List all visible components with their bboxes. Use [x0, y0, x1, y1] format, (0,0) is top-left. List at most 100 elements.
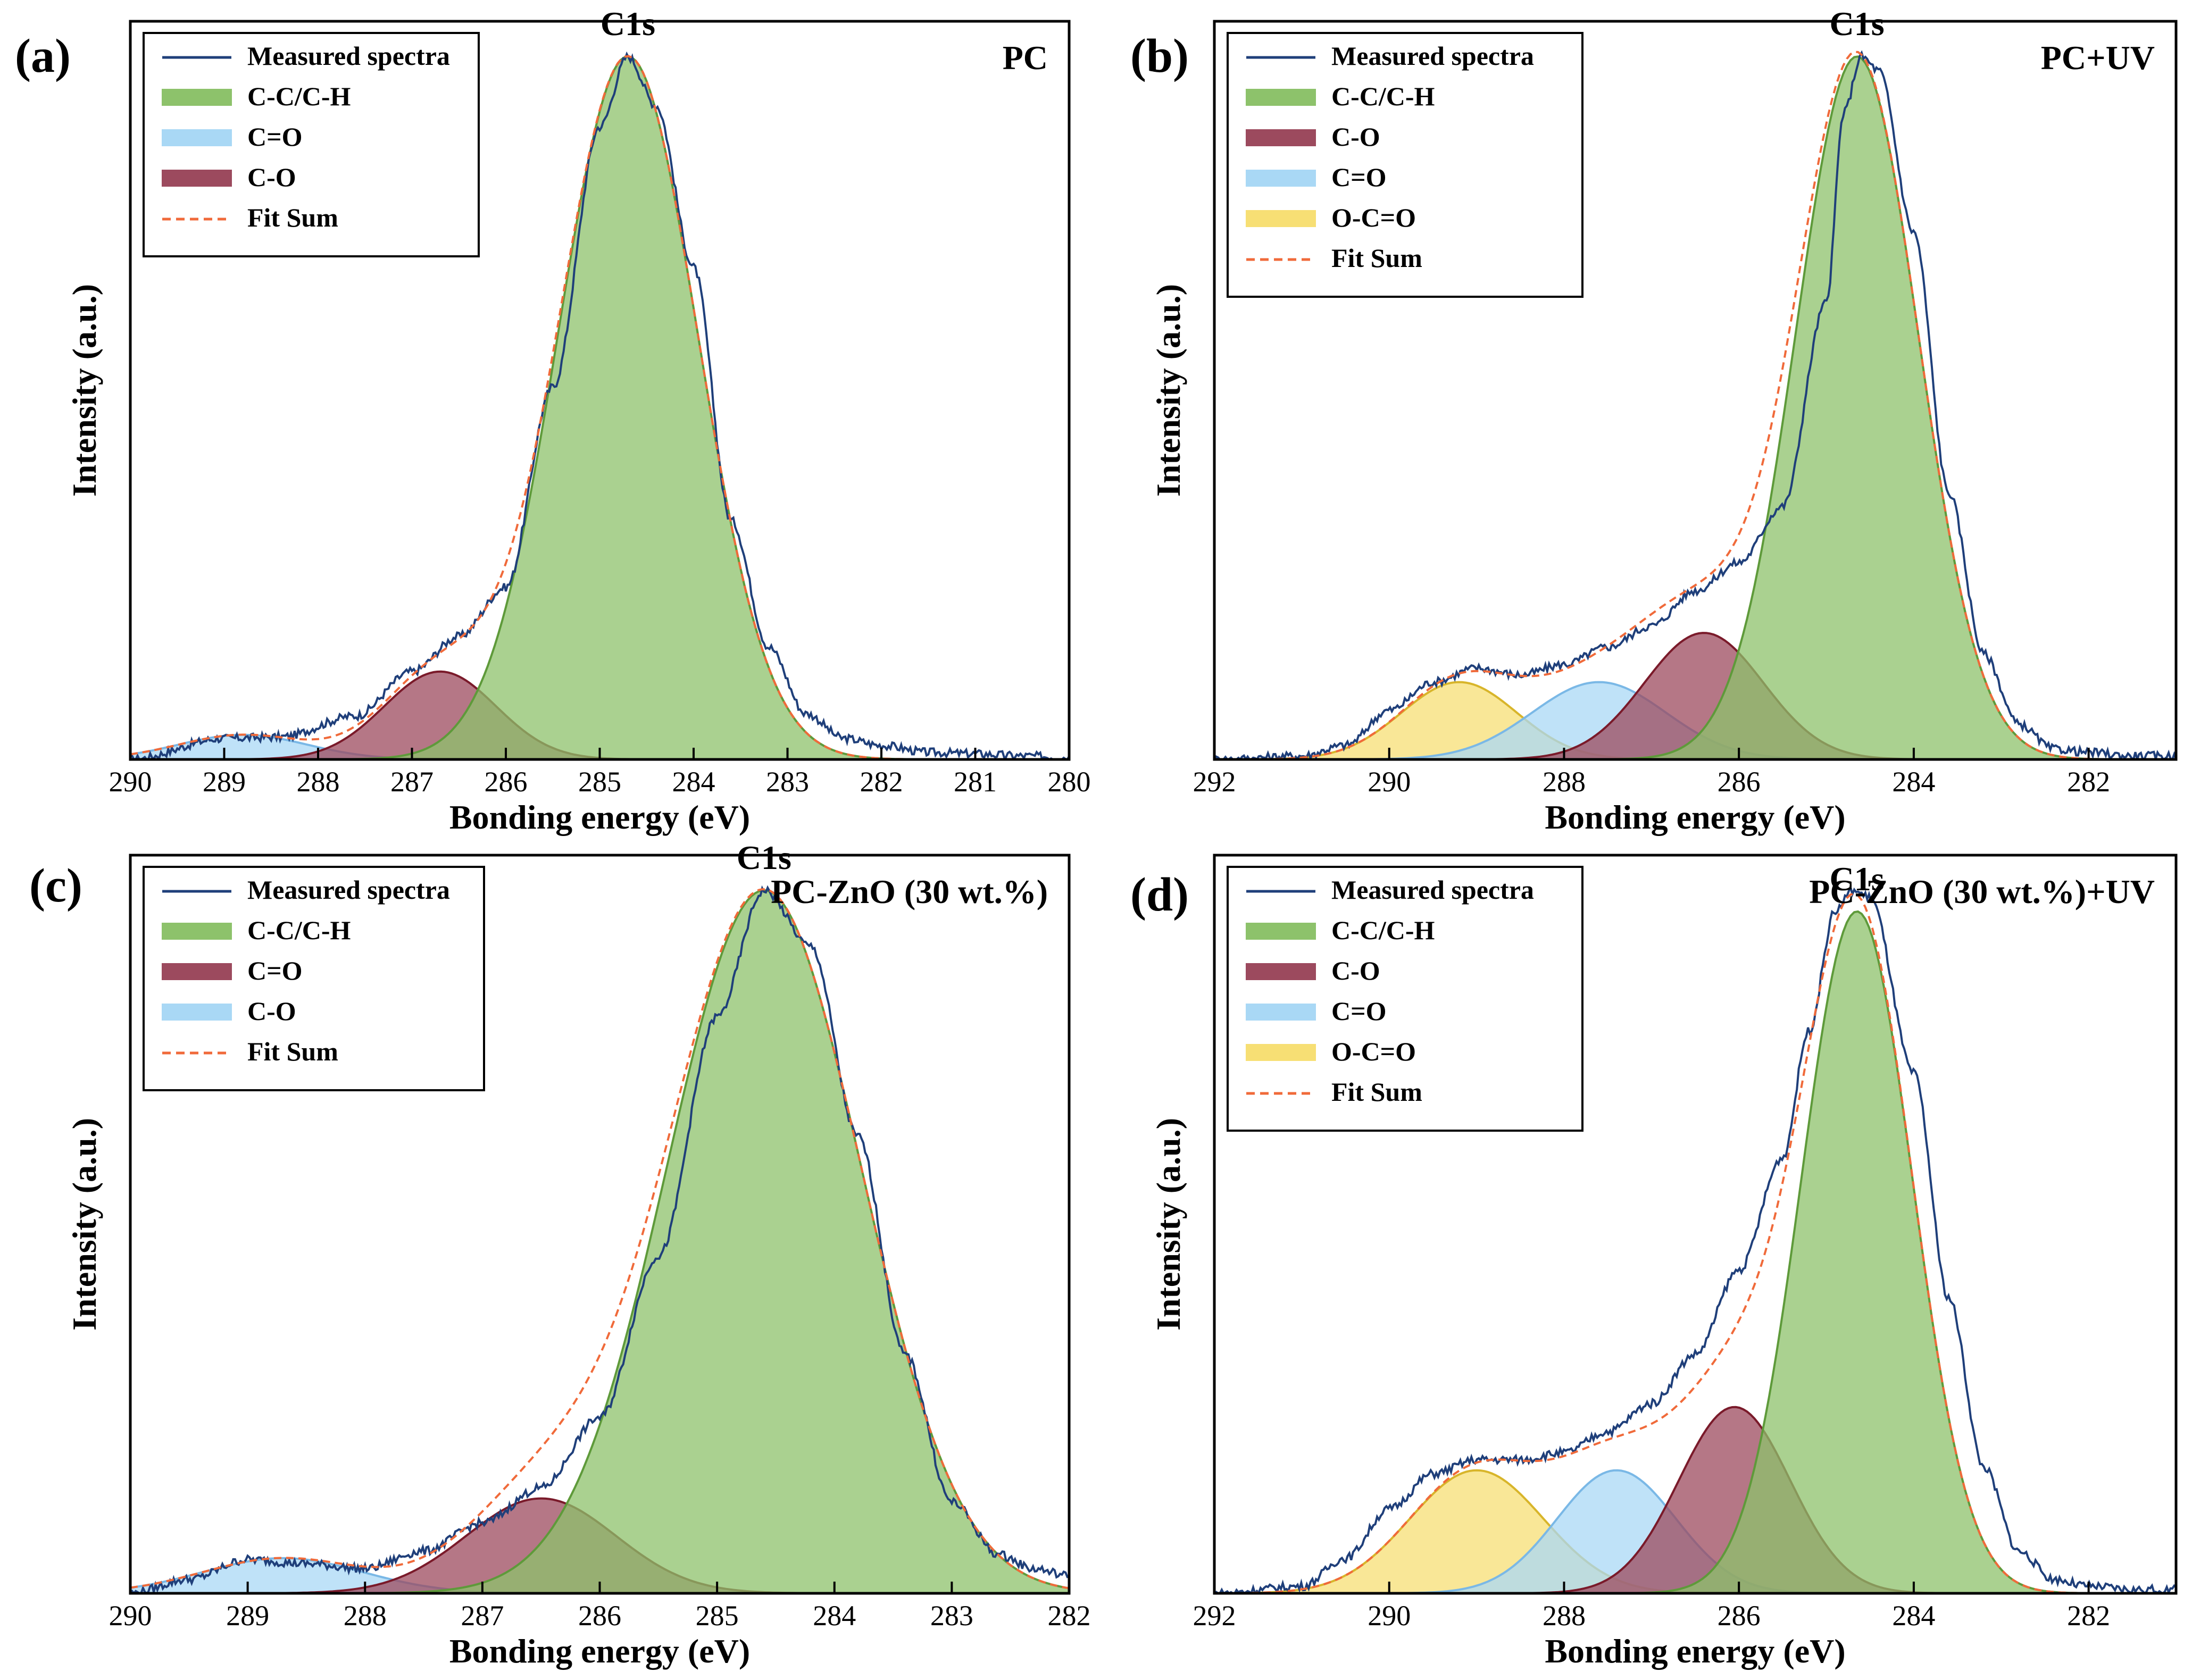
legend-box [1227, 866, 1583, 1132]
x-tick-label: 284 [1892, 1600, 1935, 1632]
x-tick-label: 288 [1543, 1600, 1586, 1632]
legend-label: C=O [247, 122, 303, 152]
legend: Measured spectra C-C/C-H C=O C-O Fit Sum [143, 866, 485, 1091]
legend-label: O-C=O [1331, 203, 1416, 232]
x-tick-label: 283 [766, 766, 809, 798]
plot-frame [1213, 20, 2178, 761]
legend-label: Measured spectra [247, 875, 450, 905]
x-tick-label: 282 [1048, 1600, 1091, 1632]
legend-label: Measured spectra [1331, 875, 1534, 905]
x-tick-label: 292 [1193, 766, 1236, 798]
x-axis-label: Bonding energy (eV) [1545, 1632, 1845, 1670]
x-tick-label: 289 [226, 1600, 269, 1632]
peak-label: C1s [601, 5, 655, 43]
peak-c-o [1214, 1406, 2176, 1593]
legend-label: C-O [247, 162, 296, 192]
legend: Measured spectra C-C/C-H C=O C-O Fit Sum [143, 32, 480, 257]
legend-label: C-C/C-H [1331, 915, 1435, 945]
x-tick-label: 282 [2067, 766, 2110, 798]
legend-swatch-c-o [162, 170, 232, 187]
x-tick-label: 283 [930, 1600, 973, 1632]
legend-swatch-c-c-c-h [1246, 923, 1316, 940]
legend-swatch-c-c-c-h [162, 89, 232, 106]
legend-box [1227, 32, 1583, 298]
legend-label: C-C/C-H [1331, 81, 1435, 111]
legend-swatch-o-c-o [1246, 210, 1316, 227]
peak-label: C1s [737, 839, 791, 876]
fit-sum-line [1214, 51, 2176, 759]
panel-label: PC-ZnO (30 wt.%)+UV [1809, 873, 2155, 910]
panel-label: PC+UV [2041, 39, 2155, 77]
measured-spectra-line [130, 51, 1069, 759]
x-tick-label: 281 [954, 766, 997, 798]
x-tick-label: 286 [1718, 766, 1761, 798]
panel-label: PC [1003, 39, 1048, 77]
x-axis-label: Bonding energy (eV) [1545, 798, 1845, 836]
measured-spectra-line [1214, 50, 2176, 759]
panel-letter: (a) [15, 30, 71, 82]
x-tick-label: 290 [109, 766, 152, 798]
x-tick-label: 287 [461, 1600, 504, 1632]
legend-label: C-O [247, 996, 296, 1026]
legend-label: C-O [1331, 956, 1380, 985]
panel-b: 292 290 288 286 284 282 Bonding energy (eV) Int… [1130, 5, 2178, 836]
peak-c-c-c-h [1214, 910, 2176, 1593]
x-tick-label: 292 [1193, 1600, 1236, 1632]
peak-label: C1s [1830, 860, 1885, 898]
panel-letter: (d) [1130, 868, 1189, 921]
legend-swatch-c-o [162, 1004, 232, 1021]
legend-label: O-C=O [1331, 1037, 1416, 1066]
x-axis-label: Bonding energy (eV) [449, 798, 750, 836]
y-axis-label: Intensity (a.u.) [1149, 284, 1187, 497]
x-tick-label: 285 [696, 1600, 739, 1632]
legend-label: Fit Sum [1331, 1077, 1422, 1107]
peak-c-o [1214, 632, 2176, 759]
y-axis-label: Intensity (a.u.) [1149, 1118, 1187, 1331]
legend-swatch-c-o [1246, 170, 1316, 187]
x-tick-label: 284 [672, 766, 715, 798]
legend-label: C=O [1331, 996, 1387, 1026]
plot-frame [1213, 854, 2178, 1595]
x-tick-label: 286 [485, 766, 528, 798]
x-axis-label: Bonding energy (eV) [449, 1632, 750, 1670]
measured-spectra-line [130, 885, 1069, 1593]
legend-label: Fit Sum [247, 203, 338, 232]
legend-swatch-c-o [1246, 963, 1316, 980]
legend-label: C-O [1331, 122, 1380, 152]
y-axis-label: Intensity (a.u.) [65, 1118, 103, 1331]
legend-label: C=O [247, 956, 303, 985]
panel-a: 290 289 288 287 286 285 284 283 282 281 280 Bonding… [15, 5, 1091, 836]
legend: Measured spectra C-C/C-H C-O C=O O-C=O Fit Su… [1227, 32, 1583, 298]
legend-swatch-c-o [1246, 1004, 1316, 1021]
x-tick-label: 288 [1543, 766, 1586, 798]
x-tick-label: 290 [109, 1600, 152, 1632]
legend-label: Fit Sum [1331, 243, 1422, 273]
legend-label: Measured spectra [247, 41, 450, 71]
legend-label: C-C/C-H [247, 915, 351, 945]
legend-label: C=O [1331, 162, 1387, 192]
x-tick-label: 286 [1718, 1600, 1761, 1632]
panel-letter: (c) [29, 859, 82, 912]
legend-swatch-c-c-c-h [1246, 89, 1316, 106]
x-tick-label: 286 [578, 1600, 621, 1632]
legend-label: Measured spectra [1331, 41, 1534, 71]
legend-swatch-c-o [162, 963, 232, 980]
x-tick-label: 280 [1048, 766, 1091, 798]
x-tick-label: 285 [578, 766, 621, 798]
panel-label: PC-ZnO (30 wt.%) [771, 873, 1048, 910]
x-tick-label: 288 [297, 766, 340, 798]
x-tick-label: 289 [203, 766, 246, 798]
x-tick-label: 284 [813, 1600, 856, 1632]
legend-swatch-o-c-o [1246, 1044, 1316, 1061]
x-tick-label: 282 [2067, 1600, 2110, 1632]
fit-sum-line [1214, 892, 2176, 1593]
legend-swatch-c-o [162, 129, 232, 146]
legend-label: C-C/C-H [247, 81, 351, 111]
x-tick-label: 287 [390, 766, 434, 798]
panel-c: 290 289 288 287 286 285 284 283 282 Bonding energ… [29, 839, 1091, 1670]
panel-d: 292 290 288 286 284 282 Bonding energy (eV) Int… [1130, 854, 2178, 1670]
panel-letter: (b) [1130, 30, 1189, 82]
legend-swatch-c-c-c-h [162, 923, 232, 940]
measured-spectra-line [1214, 884, 2176, 1593]
